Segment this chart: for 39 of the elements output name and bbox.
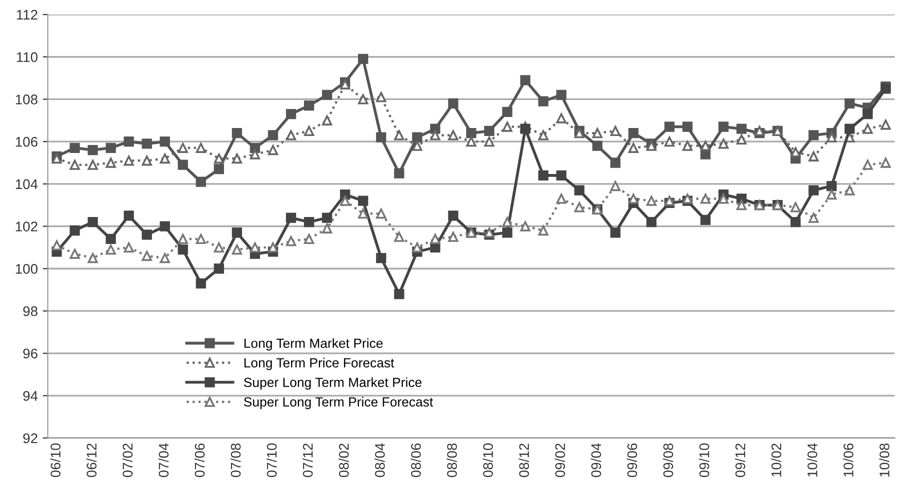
x-tick-label: 07/02 xyxy=(122,444,133,478)
x-tick-label: 09/02 xyxy=(554,444,566,478)
x-tick-label: 08/12 xyxy=(518,444,530,478)
x-tick-label: 06/12 xyxy=(86,444,97,478)
x-tick-label: 10/04 xyxy=(807,443,818,477)
x-tick-label: 07/04 xyxy=(158,443,169,478)
legend-label: Long Term Price Forecast xyxy=(244,358,394,370)
x-tick-label: 07/12 xyxy=(302,444,313,478)
x-tick-label: 09/12 xyxy=(735,444,746,478)
x-tick-label: 06/10 xyxy=(50,443,60,478)
y-tick-label: 100 xyxy=(16,264,38,274)
x-tick-label: 09/08 xyxy=(662,443,674,478)
y-tick-label: 112 xyxy=(16,10,38,20)
x-tick-label: 09/04 xyxy=(590,443,602,478)
y-tick-label: 110 xyxy=(16,52,38,62)
x-tick-label: 10/06 xyxy=(843,443,854,477)
x-tick-label: 07/10 xyxy=(266,443,277,478)
y-tick-label: 94 xyxy=(23,391,38,401)
x-tick-label: 08/10 xyxy=(482,443,493,478)
x-tick-label: 09/10 xyxy=(699,443,710,478)
legend-label: Long Term Market Price xyxy=(244,338,383,351)
x-tick-label: 08/02 xyxy=(338,444,349,478)
y-tick-label: 98 xyxy=(23,306,38,316)
legend-label: Super Long Term Market Price xyxy=(244,377,422,390)
y-tick-label: 104 xyxy=(16,179,38,190)
y-tick-label: 96 xyxy=(23,348,38,358)
y-tick-label: 106 xyxy=(16,136,38,147)
y-tick-label: 108 xyxy=(16,94,38,104)
x-tick-label: 10/08 xyxy=(879,443,890,477)
legend-label: Super Long Term Price Forecast xyxy=(244,396,434,410)
x-tick-label: 09/06 xyxy=(626,443,638,478)
x-tick-label: 08/06 xyxy=(410,443,421,478)
x-tick-label: 07/08 xyxy=(230,443,241,478)
x-tick-label: 07/06 xyxy=(194,443,205,478)
x-tick-label: 08/08 xyxy=(446,443,457,478)
x-tick-label: 08/04 xyxy=(374,443,385,478)
y-tick-label: 92 xyxy=(23,433,38,444)
y-tick-label: 102 xyxy=(16,222,38,232)
x-tick-label: 10/02 xyxy=(771,444,782,477)
